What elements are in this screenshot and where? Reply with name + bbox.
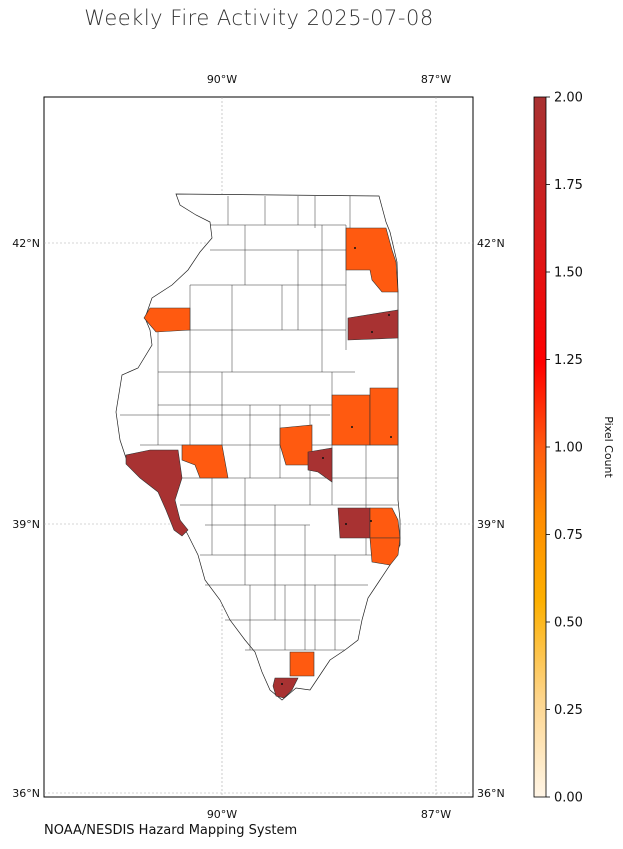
axis-ticks: 90°W 87°W 90°W 87°W 42°N 39°N 36°N 42°N … — [12, 73, 504, 821]
county-cook-lake — [345, 227, 399, 293]
lon-tick-bottom-90: 90°W — [207, 808, 237, 821]
county-vermilion — [369, 387, 399, 446]
lat-tick-left-36: 36°N — [12, 787, 40, 800]
colorbar-tick-label: 1.50 — [554, 266, 583, 281]
colorbar-tick-label: 1.75 — [554, 178, 583, 193]
county-wabash — [369, 537, 401, 566]
county-boundaries — [120, 196, 398, 651]
county-christian — [307, 447, 333, 483]
fire-detections — [281, 247, 392, 685]
colorbar-tick-label: 1.00 — [554, 441, 583, 456]
county-jasper-crawford — [337, 507, 371, 539]
lat-tick-left-42: 42°N — [12, 237, 40, 250]
colorbar-tick-label: 0.25 — [554, 703, 583, 718]
county-alexander-pulaski — [272, 677, 299, 699]
source-credit: NOAA/NESDIS Hazard Mapping System — [44, 823, 298, 838]
county-morgan — [181, 444, 229, 479]
county-kankakee — [347, 309, 399, 341]
county-champaign — [331, 394, 371, 446]
colorbar — [533, 96, 547, 798]
colorbar-tick-label: 0.50 — [554, 616, 583, 631]
county-adams-pike — [125, 449, 189, 537]
county-sangamon — [279, 424, 313, 466]
lon-tick-top-90: 90°W — [207, 73, 237, 86]
colorbar-tick-label: 1.25 — [554, 353, 583, 368]
lat-tick-right-36: 36°N — [477, 787, 505, 800]
lat-tick-right-42: 42°N — [477, 237, 505, 250]
lat-tick-right-39: 39°N — [477, 518, 505, 531]
lon-tick-top-87: 87°W — [421, 73, 451, 86]
lon-tick-bottom-87: 87°W — [421, 808, 451, 821]
fire-counties — [125, 227, 401, 699]
county-lawrence — [369, 507, 401, 539]
colorbar-tick-label: 0.75 — [554, 528, 583, 543]
chart-title: Weekly Fire Activity 2025-07-08 — [84, 6, 434, 30]
colorbar-tick-label: 2.00 — [554, 91, 583, 106]
colorbar-ticks: 0.00 0.25 0.50 0.75 1.00 1.25 1.50 1.75 2.00 — [546, 91, 583, 806]
lat-tick-left-39: 39°N — [12, 518, 40, 531]
county-rock-island — [143, 307, 191, 333]
colorbar-label: Pixel Count — [602, 416, 615, 478]
colorbar-tick-label: 0.00 — [554, 791, 583, 806]
county-johnson — [289, 651, 315, 677]
